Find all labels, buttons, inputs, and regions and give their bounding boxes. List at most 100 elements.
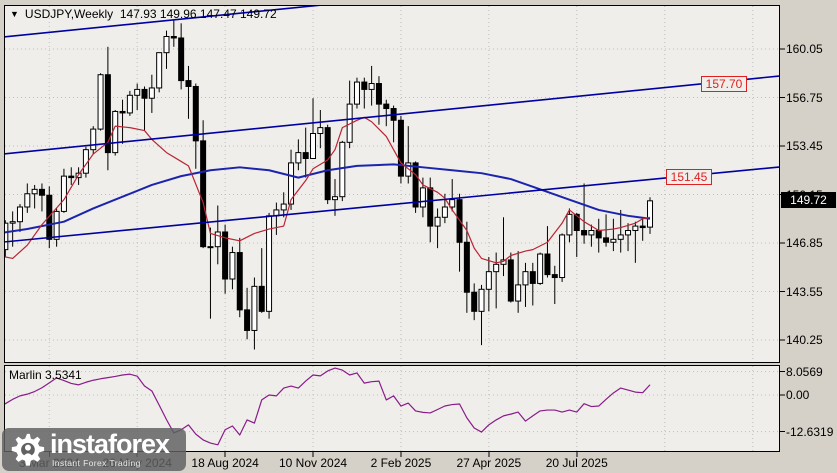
gridlines	[5, 6, 779, 451]
candle	[258, 248, 265, 313]
candle	[324, 124, 331, 205]
candle	[573, 212, 580, 257]
candle	[46, 186, 53, 249]
candle	[104, 46, 111, 171]
candle	[185, 65, 192, 119]
candle	[16, 204, 23, 232]
candle	[0, 207, 1, 256]
chart-header: ▼ USDJPY,Weekly 147.93 149.96 147.47 149.…	[10, 7, 277, 21]
price-axis-label: 160.05	[786, 42, 823, 56]
candle	[368, 65, 375, 106]
marlin-indicator-line	[5, 367, 651, 446]
price-axis-label: 156.75	[786, 90, 823, 105]
main-panel-border	[4, 5, 780, 363]
indicator-axis-label: 8.0569	[786, 364, 823, 379]
candle	[112, 109, 119, 156]
candle	[449, 179, 456, 212]
candle	[68, 167, 75, 185]
candle	[639, 217, 646, 241]
indicator-axis-label: 0.00	[786, 388, 810, 402]
candle	[53, 208, 60, 247]
candle	[295, 139, 302, 171]
candle	[617, 209, 624, 253]
candle	[317, 109, 324, 149]
candle	[471, 283, 478, 321]
trendline-channel-lower	[5, 166, 779, 243]
candle	[222, 224, 229, 294]
price-axis-label: 146.85	[786, 236, 823, 250]
candle	[361, 77, 368, 109]
candle	[632, 221, 639, 263]
symbol-dropdown-icon[interactable]: ▼	[10, 9, 19, 19]
trendline-channel-mid	[5, 75, 779, 155]
candles	[0, 20, 654, 350]
main-chart-panel[interactable]	[4, 5, 780, 363]
candle	[507, 252, 514, 303]
candle	[339, 140, 346, 202]
instaforex-gear-icon	[11, 433, 45, 466]
indicator-axis-label: -12.6319	[786, 424, 834, 439]
time-axis-label: 20 Jul 2025	[545, 456, 608, 470]
candle	[192, 83, 199, 169]
candle	[515, 251, 522, 313]
chart-header-symbol: USDJPY,Weekly	[24, 7, 114, 21]
candle	[522, 262, 529, 307]
price-axis-label: 143.55	[786, 284, 823, 299]
candle	[588, 224, 595, 247]
instaforex-logo: instaforex Instant Forex Trading	[2, 428, 186, 471]
candle	[581, 183, 588, 244]
candle	[310, 98, 317, 159]
candle	[236, 237, 243, 318]
candle	[537, 252, 544, 285]
candle	[119, 99, 126, 144]
indicator-panel-border	[4, 365, 780, 452]
candle	[383, 99, 390, 127]
candle	[148, 74, 155, 113]
chart-header-quote: 147.93 149.96 147.47 149.72	[119, 7, 277, 21]
price-axis-label: 153.45	[786, 139, 823, 153]
time-axis-label: 27 Apr 2025	[456, 456, 522, 470]
candle	[156, 52, 163, 93]
time-axis-label: 18 Aug 2024	[191, 456, 259, 470]
candle	[5, 220, 9, 257]
candle	[485, 256, 492, 312]
candle	[478, 284, 485, 346]
candle	[463, 221, 470, 313]
trendline-channel-upper	[5, 6, 320, 38]
candle	[163, 30, 170, 69]
candle	[551, 265, 558, 304]
candle	[529, 262, 536, 306]
price-axis-label: 140.25	[786, 333, 823, 347]
candle	[214, 205, 221, 265]
candle	[280, 192, 287, 218]
candle	[126, 90, 133, 116]
instaforex-wordmark: instaforex	[50, 429, 170, 460]
candle	[625, 223, 632, 252]
candle	[38, 183, 45, 212]
candle	[566, 208, 573, 243]
candle	[141, 86, 148, 131]
candle	[397, 115, 404, 184]
candle	[244, 287, 251, 340]
current-price-label: 149.72	[781, 192, 836, 208]
resistance-price-label: 157.70	[701, 76, 747, 92]
candle	[251, 277, 258, 350]
candle	[412, 161, 419, 213]
candle	[90, 126, 97, 155]
candle	[493, 252, 500, 309]
candle	[229, 246, 236, 290]
candle	[170, 20, 177, 47]
indicator-name-label: Marlin 3.5341	[9, 368, 82, 382]
candle	[559, 233, 566, 282]
candle	[302, 127, 309, 178]
candle	[610, 218, 617, 252]
candle	[544, 226, 551, 278]
candle	[60, 168, 67, 213]
candle	[24, 183, 31, 213]
support-price-label: 151.45	[666, 169, 712, 185]
candle	[353, 77, 360, 109]
candle	[97, 73, 104, 131]
candle	[434, 208, 441, 249]
